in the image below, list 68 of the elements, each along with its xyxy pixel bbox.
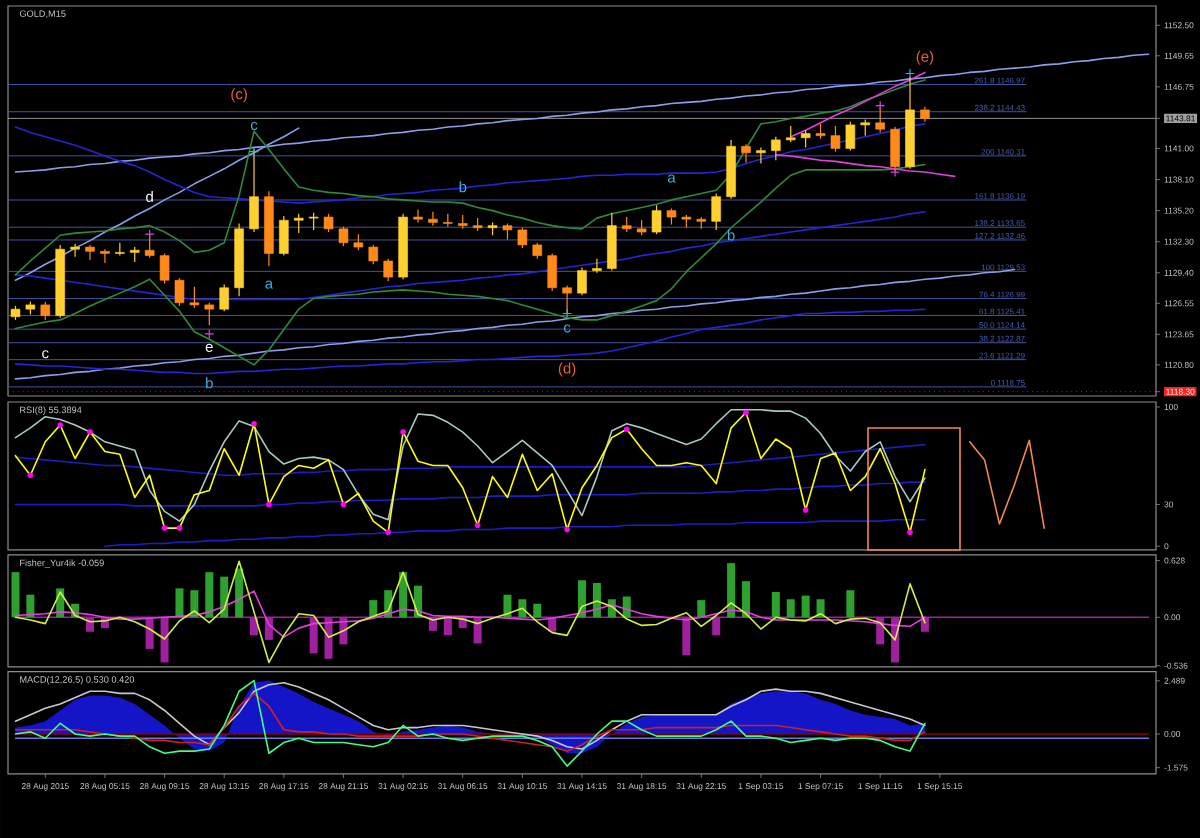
bar	[26, 594, 35, 618]
bar	[175, 588, 184, 618]
bar	[503, 594, 512, 618]
candlestick	[607, 212, 617, 272]
point	[27, 472, 34, 478]
bar	[369, 600, 378, 618]
point	[87, 429, 93, 435]
candlestick	[85, 244, 95, 261]
candlestick	[413, 208, 423, 224]
bar	[533, 603, 542, 618]
candlestick	[70, 243, 80, 258]
candlestick	[174, 277, 185, 307]
bar	[786, 599, 795, 618]
candlestick	[830, 125, 841, 153]
candlestick	[741, 143, 751, 164]
candlestick	[592, 258, 602, 274]
point	[400, 429, 406, 435]
candlestick	[338, 226, 349, 247]
candlestick	[547, 252, 557, 292]
point	[907, 529, 913, 536]
candlestick	[159, 252, 170, 285]
candlestick	[368, 244, 379, 265]
candlestick	[577, 266, 587, 296]
point	[564, 526, 570, 533]
point	[385, 529, 391, 536]
point	[562, 308, 573, 319]
bar	[801, 595, 810, 618]
bar	[742, 581, 750, 618]
point	[340, 501, 347, 508]
candlestick	[40, 301, 51, 321]
candlestick	[771, 136, 781, 161]
point	[905, 68, 915, 79]
point	[623, 426, 630, 433]
bar	[443, 617, 452, 636]
candlestick	[651, 204, 662, 235]
bar	[205, 572, 214, 618]
line-series	[968, 439, 1045, 529]
candlestick	[711, 192, 721, 231]
point	[890, 167, 901, 178]
candlestick	[249, 148, 259, 233]
candlestick	[383, 258, 393, 282]
point	[161, 525, 168, 531]
bar	[846, 590, 855, 618]
candlestick	[845, 121, 856, 152]
point	[249, 146, 260, 157]
bar	[11, 572, 20, 618]
bar	[235, 568, 244, 618]
point	[474, 522, 481, 529]
candlestick	[323, 213, 334, 233]
candlestick	[189, 286, 200, 309]
point	[176, 525, 183, 531]
point	[57, 422, 63, 428]
point	[743, 409, 749, 416]
bar	[771, 592, 780, 618]
candlestick	[428, 211, 438, 227]
candlestick	[279, 215, 289, 257]
candlestick	[219, 283, 229, 312]
candlestick	[756, 146, 766, 165]
candlestick	[293, 213, 304, 234]
bar	[727, 563, 736, 618]
candlestick	[204, 302, 215, 326]
point	[266, 501, 272, 508]
candlestick	[517, 227, 528, 249]
candlestick	[562, 285, 572, 315]
point	[251, 420, 257, 427]
point	[802, 507, 809, 513]
bar	[697, 600, 706, 618]
candlestick	[100, 248, 110, 264]
